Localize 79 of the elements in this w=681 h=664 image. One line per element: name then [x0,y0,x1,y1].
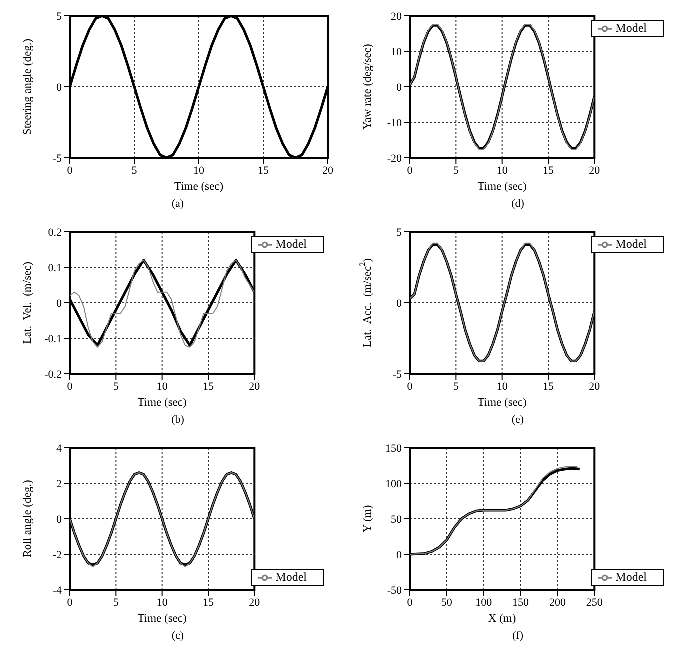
y-tick-label: -2 [52,549,62,562]
x-tick-label: 0 [407,380,414,393]
x-axis-title: Time (sec) [478,181,528,193]
x-tick-label: 0 [67,380,74,393]
x-tick-label: 10 [496,164,508,177]
y-tick-label: -5 [52,152,62,165]
y-tick-label: -4 [52,584,62,597]
x-tick-label: 200 [549,596,566,609]
x-tick-label: 0 [407,596,414,609]
y-tick-label: 10 [391,46,402,58]
y-tick-label: -10 [387,117,402,130]
y-tick-label: 5 [396,226,402,239]
x-tick-label: 10 [156,596,168,609]
x-tick-label: 10 [156,380,168,393]
x-tick-label: 0 [407,164,414,177]
y-tick-label: 50 [391,514,402,526]
x-tick-label: 5 [113,596,120,609]
y-tick-label: 0 [396,82,402,94]
x-tick-label: 20 [589,380,601,393]
x-tick-label: 15 [202,596,214,609]
x-tick-label: 15 [542,164,554,177]
x-tick-label: 20 [322,164,334,177]
x-tick-label: 5 [132,164,138,177]
y-tick-label: 150 [386,442,402,455]
y-axis-title: Yaw rate (deg/sec) [362,44,374,130]
y-tick-label: 0 [396,549,402,562]
y-tick-label: 0 [56,298,62,310]
y-tick-label: -50 [387,584,402,597]
x-tick-label: 50 [441,596,453,609]
x-tick-label: 10 [194,164,205,177]
x-tick-label: 250 [586,596,604,609]
x-axis-title: Time (sec) [138,397,188,409]
y-axis-title: Roll angle (deg.) [22,480,34,558]
x-tick-label: 0 [67,596,74,609]
x-axis-title: Time (sec) [174,181,224,193]
y-tick-label: 0 [396,298,402,310]
x-tick-label: 5 [113,380,120,393]
x-tick-label: 150 [512,596,530,609]
x-axis-title: Time (sec) [138,613,188,625]
y-axis-title: Y (m) [362,505,374,533]
y-tick-label: -5 [392,368,402,381]
y-tick-label: 100 [386,478,402,490]
legend-label: Model [616,570,647,584]
x-tick-label: 5 [453,164,460,177]
x-tick-label: 100 [476,596,493,609]
x-tick-label: 5 [453,380,460,393]
text: (b) [172,414,184,426]
y-tick-label: 5 [56,10,62,23]
text: (a) [172,198,184,210]
x-tick-label: 15 [258,164,270,177]
y-axis-title: Steering angle (deg.) [22,38,34,136]
y-tick-label: 0 [56,514,62,526]
y-tick-label: 0 [56,82,62,94]
y-tick-label: 0.1 [48,262,62,274]
x-axis-title: X (m) [488,613,516,625]
text: (c) [172,630,184,642]
text: (f) [512,630,524,642]
y-tick-label: -0.1 [44,333,62,346]
legend-label: Model [616,21,647,35]
legend-label: Model [276,570,307,584]
legend-label: Model [616,237,647,251]
legend-label: Model [276,237,307,251]
x-axis-title: Time (sec) [478,397,528,409]
x-tick-label: 15 [202,380,214,393]
y-tick-label: 4 [56,442,62,455]
y-axis-title: Lat. Vel. (m/sec) [22,262,34,344]
x-tick-label: 20 [249,596,261,609]
x-tick-label: 15 [542,380,554,393]
x-tick-label: 10 [496,380,508,393]
y-tick-label: -0.2 [44,368,62,381]
y-tick-label: 20 [391,10,402,23]
x-tick-label: 20 [249,380,261,393]
x-tick-label: 0 [67,164,74,177]
text: (d) [512,198,524,210]
text: (e) [512,414,524,426]
y-tick-label: -20 [387,152,402,165]
y-tick-label: 2 [56,478,62,490]
x-tick-label: 20 [589,164,601,177]
y-tick-label: 0.2 [48,226,62,239]
